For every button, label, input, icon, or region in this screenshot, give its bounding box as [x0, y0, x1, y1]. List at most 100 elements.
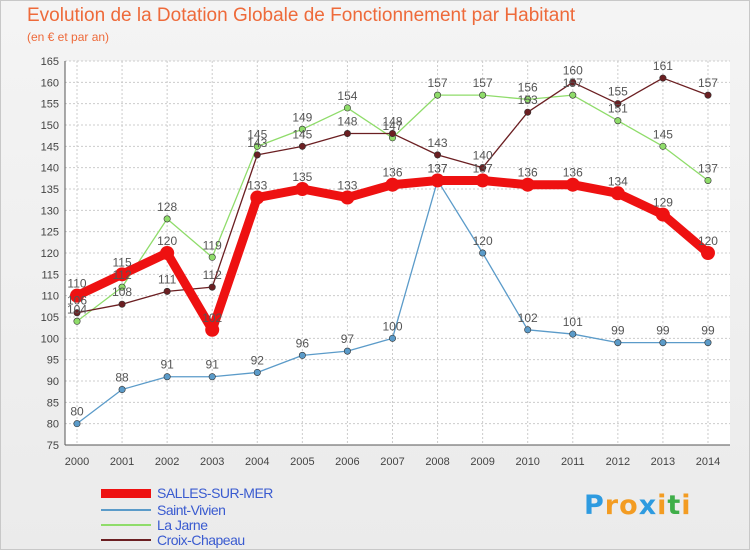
- data-label-saint-vivien: 99: [701, 324, 715, 338]
- data-label-salles-sur-mer: 120: [157, 234, 177, 248]
- data-point-la-jarne: [659, 142, 667, 150]
- data-point-croix-chapeau: [704, 91, 712, 99]
- data-label-la-jarne: 151: [608, 102, 628, 116]
- data-point-saint-vivien: [208, 373, 216, 381]
- data-point-la-jarne: [343, 104, 351, 112]
- data-point-croix-chapeau: [659, 74, 667, 82]
- data-label-salles-sur-mer: 102: [202, 311, 222, 325]
- data-label-saint-vivien: 101: [563, 315, 583, 329]
- data-label-croix-chapeau: 145: [292, 127, 312, 141]
- data-point-croix-chapeau: [524, 108, 532, 116]
- data-label-saint-vivien: 100: [382, 319, 402, 333]
- data-label-croix-chapeau: 140: [473, 149, 493, 163]
- legend-item: Saint-Vivien: [101, 502, 226, 518]
- data-label-salles-sur-mer: 110: [67, 277, 86, 291]
- data-label-saint-vivien: 120: [473, 234, 493, 248]
- data-point-la-jarne: [434, 91, 442, 99]
- data-label-croix-chapeau: 143: [247, 136, 267, 150]
- data-label-salles-sur-mer: 135: [292, 170, 312, 184]
- x-tick-label: 2008: [425, 456, 449, 468]
- data-label-la-jarne: 119: [203, 238, 222, 252]
- data-label-croix-chapeau: 108: [112, 285, 132, 299]
- logo-letter: t: [667, 490, 682, 521]
- data-point-croix-chapeau: [253, 151, 261, 159]
- chart-subtitle: (en € et par an): [27, 30, 110, 44]
- legend-item: SALLES-SUR-MER: [101, 485, 273, 501]
- data-label-la-jarne: 104: [67, 302, 87, 316]
- legend-swatch: [101, 539, 151, 541]
- data-label-saint-vivien: 96: [296, 336, 310, 350]
- x-tick-label: 2007: [380, 456, 404, 468]
- x-tick-label: 2010: [515, 456, 539, 468]
- y-tick-label: 165: [41, 56, 59, 68]
- data-point-saint-vivien: [73, 420, 81, 428]
- data-label-salles-sur-mer: 137: [428, 161, 448, 175]
- data-point-saint-vivien: [569, 330, 577, 338]
- data-label-salles-sur-mer: 136: [382, 166, 402, 180]
- data-point-salles-sur-mer: [70, 288, 84, 303]
- data-point-salles-sur-mer: [430, 173, 445, 188]
- legend-label: Saint-Vivien: [157, 502, 226, 518]
- data-point-croix-chapeau: [479, 164, 487, 172]
- logo-letter: i: [681, 490, 692, 521]
- data-point-salles-sur-mer: [115, 267, 130, 282]
- data-point-saint-vivien: [388, 334, 396, 342]
- y-tick-label: 120: [41, 248, 59, 260]
- x-tick-label: 2006: [335, 456, 359, 468]
- data-point-salles-sur-mer: [475, 173, 490, 188]
- data-point-la-jarne: [569, 91, 577, 99]
- data-point-salles-sur-mer: [385, 177, 400, 192]
- x-tick-label: 2003: [200, 456, 224, 468]
- logo-letter: i: [657, 490, 668, 521]
- data-point-salles-sur-mer: [160, 246, 175, 260]
- data-point-croix-chapeau: [569, 78, 577, 86]
- y-tick-label: 90: [47, 376, 59, 388]
- x-tick-label: 2002: [155, 456, 179, 468]
- x-tick-label: 2000: [65, 456, 89, 468]
- data-label-salles-sur-mer: 134: [608, 174, 628, 188]
- data-point-salles-sur-mer: [205, 322, 220, 337]
- data-label-la-jarne: 145: [653, 127, 673, 141]
- y-tick-label: 85: [47, 397, 59, 409]
- proxiti-logo: Proxiti: [584, 490, 692, 521]
- data-label-saint-vivien: 92: [251, 353, 265, 367]
- x-tick-label: 2012: [606, 456, 630, 468]
- legend-label: Croix-Chapeau: [157, 532, 245, 548]
- data-point-saint-vivien: [343, 347, 351, 355]
- data-point-croix-chapeau: [163, 287, 171, 295]
- logo-letter: o: [619, 490, 639, 521]
- data-label-croix-chapeau: 161: [653, 59, 673, 73]
- data-label-croix-chapeau: 155: [608, 85, 628, 99]
- data-label-la-jarne: 157: [473, 76, 493, 90]
- data-point-croix-chapeau: [388, 130, 396, 138]
- data-label-la-jarne: 137: [698, 161, 718, 175]
- data-label-croix-chapeau: 148: [337, 115, 357, 129]
- data-point-croix-chapeau: [434, 151, 442, 159]
- x-tick-label: 2009: [470, 456, 494, 468]
- data-label-croix-chapeau: 106: [67, 294, 87, 308]
- logo-letter: x: [638, 490, 658, 521]
- legend-swatch: [101, 524, 151, 526]
- data-point-la-jarne: [73, 317, 81, 325]
- x-tick-label: 2005: [290, 456, 314, 468]
- data-label-la-jarne: 112: [112, 268, 131, 282]
- data-label-croix-chapeau: 157: [698, 76, 718, 90]
- data-label-la-jarne: 156: [518, 80, 538, 94]
- data-point-la-jarne: [524, 95, 532, 103]
- data-label-la-jarne: 157: [428, 76, 448, 90]
- data-label-croix-chapeau: 111: [158, 272, 177, 286]
- data-label-la-jarne: 145: [247, 127, 267, 141]
- data-point-saint-vivien: [253, 368, 261, 376]
- data-point-croix-chapeau: [298, 142, 306, 150]
- data-point-saint-vivien: [704, 339, 712, 347]
- data-point-croix-chapeau: [208, 283, 216, 291]
- logo-letter: P: [584, 490, 605, 521]
- data-point-saint-vivien: [524, 326, 532, 334]
- data-label-la-jarne: 128: [157, 200, 177, 214]
- data-point-croix-chapeau: [343, 130, 351, 138]
- y-tick-label: 75: [47, 440, 59, 452]
- y-tick-label: 105: [41, 312, 59, 324]
- data-label-saint-vivien: 97: [341, 332, 355, 346]
- y-tick-label: 135: [41, 184, 59, 196]
- data-point-croix-chapeau: [118, 300, 126, 308]
